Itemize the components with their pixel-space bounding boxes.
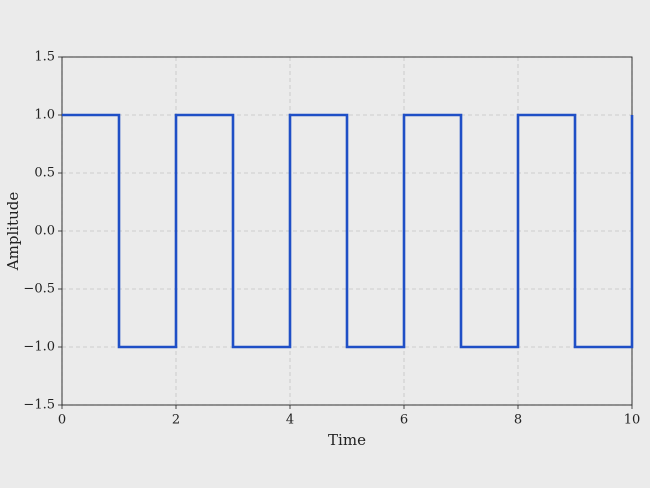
y-tick-label: −1.5 — [23, 398, 55, 413]
x-tick-label: 8 — [514, 413, 522, 428]
y-tick-label: 1.0 — [34, 108, 55, 123]
y-tick-label: 1.5 — [34, 50, 55, 65]
y-tick-label: 0.0 — [34, 224, 55, 239]
x-tick-label: 0 — [58, 413, 66, 428]
x-axis-label: Time — [328, 431, 366, 449]
x-tick-label: 10 — [624, 413, 641, 428]
line-series — [62, 113, 634, 349]
y-tick-label: 0.5 — [34, 166, 55, 181]
x-tick-label: 6 — [400, 413, 408, 428]
x-tick-label: 2 — [172, 413, 180, 428]
y-tick-label: −0.5 — [23, 282, 55, 297]
y-axis-label: Amplitude — [4, 192, 22, 272]
y-tick-label: −1.0 — [23, 340, 55, 355]
x-tick-label: 4 — [286, 413, 294, 428]
